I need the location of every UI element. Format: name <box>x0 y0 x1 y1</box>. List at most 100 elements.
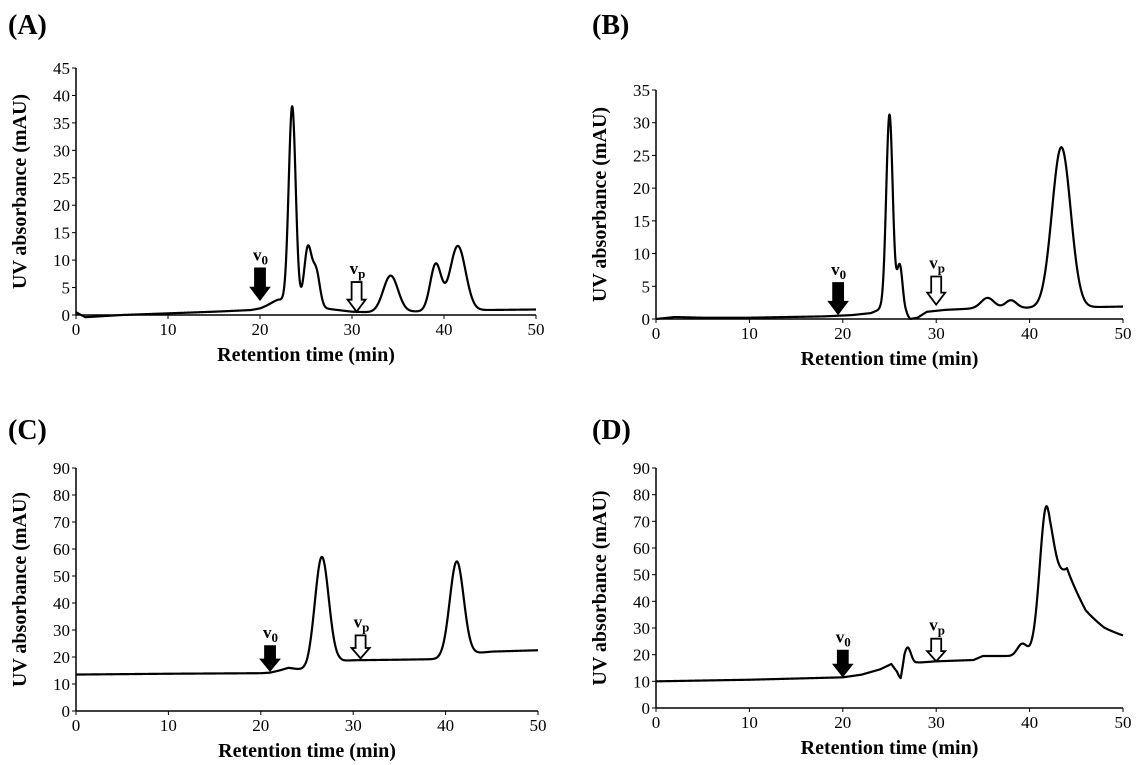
marker-label: v0 <box>253 245 268 267</box>
x-tick-label: 0 <box>72 320 81 339</box>
marker-subscript: p <box>938 260 945 275</box>
y-tick-label: 90 <box>633 459 650 478</box>
marker-subscript: 0 <box>262 252 269 267</box>
marker-subscript: p <box>938 623 945 638</box>
y-tick-label: 10 <box>633 672 650 691</box>
y-tick-label: 50 <box>633 566 650 585</box>
y-axis-title: UV absorbance (mAU) <box>9 492 31 687</box>
marker-label: vp <box>350 259 366 281</box>
y-tick-label: 45 <box>53 59 70 78</box>
v0-arrow-icon <box>827 282 849 316</box>
panel-a: (A) 0 5 10 15 20 25 30 35 40 45 0 10 20 30 40 50 Retenti… <box>0 0 570 383</box>
chart-d: 0 10 20 30 40 50 60 70 80 90 0 10 20 30 40 50 Retention … <box>589 459 1132 759</box>
y-tick-label: 80 <box>633 486 650 505</box>
v0-arrow-icon <box>831 649 854 678</box>
y-tick-label: 5 <box>642 277 651 296</box>
marker-label: vp <box>929 616 945 638</box>
marker-label: v0 <box>836 628 851 650</box>
panel-label: (B) <box>592 10 630 41</box>
x-tick-label: 10 <box>160 716 177 735</box>
v0-arrow-icon <box>259 645 281 672</box>
x-tick-label: 50 <box>528 320 545 339</box>
y-axis-title: UV absorbance (mAU) <box>9 94 31 289</box>
chart-c: 0 10 20 30 40 50 60 70 80 90 0 10 20 30 40 50 Retention … <box>9 459 547 762</box>
x-tick-label: 50 <box>1115 324 1132 343</box>
y-tick-label: 25 <box>633 146 650 165</box>
x-tick-label: 0 <box>652 713 661 732</box>
y-tick-label: 10 <box>53 675 70 694</box>
marker-subscript: 0 <box>840 267 847 282</box>
y-tick-label: 35 <box>53 114 70 133</box>
y-axis-title: UV absorbance (mAU) <box>589 490 611 685</box>
x-tick-label: 0 <box>72 716 81 735</box>
y-tick-label: 80 <box>53 486 70 505</box>
x-tick-label: 20 <box>252 716 269 735</box>
y-tick-label: 5 <box>62 279 71 298</box>
y-tick-label: 40 <box>53 86 70 105</box>
x-tick-label: 40 <box>436 320 453 339</box>
v0-arrow-icon <box>249 267 271 302</box>
y-tick-label: 10 <box>633 245 650 264</box>
panel-label: (D) <box>592 415 631 446</box>
y-tick-label: 15 <box>53 224 70 243</box>
y-tick-label: 30 <box>53 141 70 160</box>
y-tick-label: 70 <box>53 513 70 532</box>
y-tick-label: 60 <box>53 540 70 559</box>
chromatogram-line <box>75 105 537 319</box>
y-tick-label: 20 <box>633 646 650 665</box>
x-tick-label: 50 <box>1115 713 1132 732</box>
chromatogram-line <box>655 505 1124 683</box>
vp-arrow-icon <box>345 281 368 314</box>
panel-b: (B) 0 5 10 15 20 25 30 35 0 10 20 30 40 50 Retention t… <box>570 0 1139 383</box>
y-axis-title: UV absorbance (mAU) <box>589 107 611 302</box>
x-tick-label: 10 <box>160 320 177 339</box>
x-tick-label: 20 <box>252 320 269 339</box>
y-tick-label: 40 <box>53 594 70 613</box>
chromatogram-line <box>655 113 1124 321</box>
y-tick-label: 70 <box>633 512 650 531</box>
chromatogram-line <box>75 555 539 676</box>
panel-label: (C) <box>8 415 47 446</box>
x-tick-label: 50 <box>530 716 547 735</box>
x-axis-title: Retention time (min) <box>801 348 979 370</box>
x-tick-label: 30 <box>344 320 361 339</box>
x-axis-title: Retention time (min) <box>218 740 396 762</box>
y-tick-label: 50 <box>53 567 70 586</box>
y-tick-label: 40 <box>633 592 650 611</box>
y-tick-label: 30 <box>633 619 650 638</box>
vp-arrow-icon <box>925 637 948 663</box>
y-tick-label: 20 <box>633 179 650 198</box>
y-tick-label: 0 <box>642 699 651 718</box>
chart-a: 0 5 10 15 20 25 30 35 40 45 0 10 20 30 40 50 Retention t… <box>9 59 545 366</box>
y-tick-label: 0 <box>62 702 71 721</box>
x-axis-title: Retention time (min) <box>217 344 395 366</box>
marker-label: vp <box>354 612 370 634</box>
marker-label: vp <box>929 253 945 275</box>
x-tick-label: 10 <box>741 324 758 343</box>
x-tick-label: 30 <box>928 713 945 732</box>
x-axis-title: Retention time (min) <box>801 737 979 759</box>
marker-subscript: 0 <box>272 630 279 645</box>
marker-subscript: p <box>358 266 365 281</box>
y-tick-label: 20 <box>53 648 70 667</box>
marker-subscript: p <box>362 619 369 634</box>
x-tick-label: 20 <box>834 324 851 343</box>
panel-label: (A) <box>8 10 47 41</box>
y-tick-label: 60 <box>633 539 650 558</box>
marker-subscript: 0 <box>844 635 851 650</box>
y-tick-label: 25 <box>53 169 70 188</box>
panel-d: (D) 0 10 20 30 40 50 60 70 80 90 0 10 20 30 40 50 Retent… <box>570 383 1139 765</box>
y-tick-label: 0 <box>642 310 651 329</box>
x-tick-label: 40 <box>1021 324 1038 343</box>
y-tick-label: 90 <box>53 459 70 478</box>
x-tick-label: 30 <box>928 324 945 343</box>
x-tick-label: 30 <box>345 716 362 735</box>
marker-label: v0 <box>831 260 846 282</box>
vp-arrow-icon <box>349 634 372 660</box>
y-tick-label: 0 <box>62 306 71 325</box>
y-tick-label: 35 <box>633 81 650 100</box>
x-tick-label: 20 <box>834 713 851 732</box>
y-tick-label: 20 <box>53 196 70 215</box>
y-tick-label: 30 <box>633 114 650 133</box>
y-tick-label: 10 <box>53 251 70 270</box>
